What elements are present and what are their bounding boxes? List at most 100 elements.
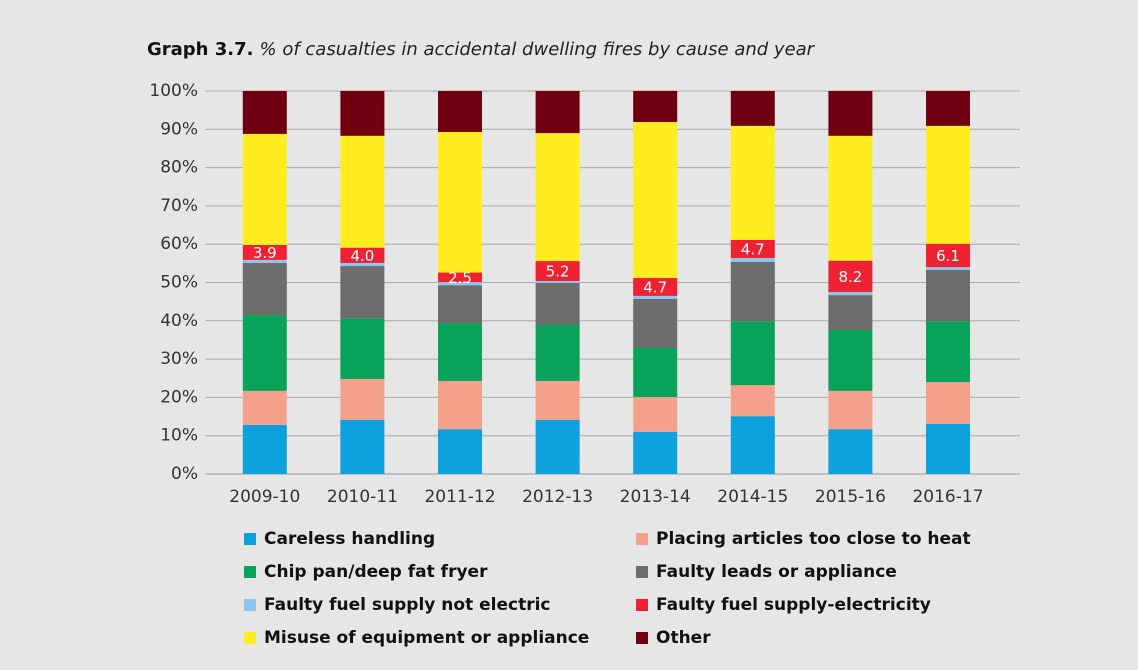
legend-label: Other [656,628,711,648]
bar-segment [535,261,580,281]
data-label: 4.0 [350,247,374,265]
data-label: 8.2 [838,268,862,286]
data-label: 3.9 [253,244,277,262]
bar-segment [340,379,385,420]
bar-segment [340,419,385,474]
bar-segment [438,282,482,286]
bar-segment [242,244,287,260]
bar-segment [438,285,482,324]
bar-segment [633,298,678,348]
x-tick-label: 2016-17 [912,487,983,507]
y-tick-label: 20% [160,387,198,407]
y-tick-label: 10% [160,426,198,446]
legend-swatch [244,533,256,545]
bar-segment [633,277,678,296]
bar-segment [926,91,970,126]
bar-segment [926,125,970,244]
chart-title-group: Graph 3.7. % of casualties in accidental … [147,39,816,60]
bar-segment [242,262,287,316]
bar-segment [438,131,482,273]
chart-title: Graph 3.7. [147,39,254,60]
legend-swatch [636,533,648,545]
bar-segment [633,347,678,398]
bar-segment [633,295,678,299]
bar-segment [242,133,287,245]
bar-segment [340,91,385,136]
legend-swatch [244,599,256,611]
bar-segment [340,318,385,380]
bar-segment [535,325,580,381]
legend-swatch [244,566,256,578]
bar-segment [535,380,580,420]
bar-segment [730,125,775,240]
data-label: 6.1 [936,247,960,265]
bar-segment [730,257,775,262]
bar-segment [633,431,678,474]
bar-segment [730,321,775,386]
bar-segment [340,135,385,248]
bar-segment [340,247,385,263]
legend-label: Faulty fuel supply-electricity [656,595,931,615]
bar-segment [535,133,580,262]
y-tick-label: 90% [160,119,198,139]
bar-segment [828,295,873,330]
bar-segment [535,280,580,283]
legend-swatch [636,566,648,578]
legend-label: Faulty leads or appliance [656,562,897,582]
bar-segment [242,424,287,474]
legend-swatch [636,632,648,644]
bar-segment [242,390,287,425]
bar-segment [926,267,970,270]
legend-swatch [244,632,256,644]
legend-label: Careless handling [264,529,435,549]
x-tick-label: 2011-12 [424,487,495,507]
x-tick-label: 2014-15 [717,487,788,507]
bar-segment [633,91,678,123]
bar-segment [242,259,287,263]
bar-segment [926,269,970,322]
legend-label: Misuse of equipment or appliance [264,628,589,648]
y-tick-label: 80% [160,158,198,178]
bar-segment [730,239,775,258]
bar-segment [340,262,385,267]
bar-segment [926,423,970,474]
bar-segment [438,429,482,474]
bar-segment [730,385,775,417]
bar-segment [535,282,580,326]
bar-segment [926,321,970,383]
bar-segment [438,380,482,430]
bar-segment [535,419,580,474]
bar-segment [730,91,775,126]
y-tick-label: 60% [160,234,198,254]
bar-segment [828,91,873,136]
bar-segment [438,272,482,283]
bar-segment [242,315,287,391]
chart-subtitle: % of casualties in accidental dwelling f… [260,39,816,60]
x-tick-label: 2013-14 [620,487,691,507]
bar-segment [535,91,580,134]
x-tick-label: 2015-16 [815,487,886,507]
bar-segment [828,329,873,391]
bar-segment [828,390,873,430]
y-tick-label: 0% [171,464,198,484]
legend-label: Placing articles too close to heat [656,529,971,549]
bar-segment [730,261,775,322]
bar-segment [633,397,678,432]
data-label: 4.7 [643,278,667,296]
bar-segment [828,429,873,474]
legend-swatch [636,599,648,611]
y-tick-label: 100% [149,81,198,101]
data-label: 5.2 [546,263,570,281]
legend-label: Chip pan/deep fat fryer [264,562,488,582]
bar-segment [242,91,287,134]
data-label: 2.5 [448,269,472,287]
bar-segment [926,382,970,424]
x-tick-label: 2010-11 [327,487,398,507]
bar-segment [730,416,775,474]
legend-label: Faulty fuel supply not electric [264,595,551,615]
bar-segment [828,292,873,296]
bar-segment [828,260,873,293]
y-tick-label: 30% [160,349,198,369]
y-tick-label: 50% [160,273,198,293]
